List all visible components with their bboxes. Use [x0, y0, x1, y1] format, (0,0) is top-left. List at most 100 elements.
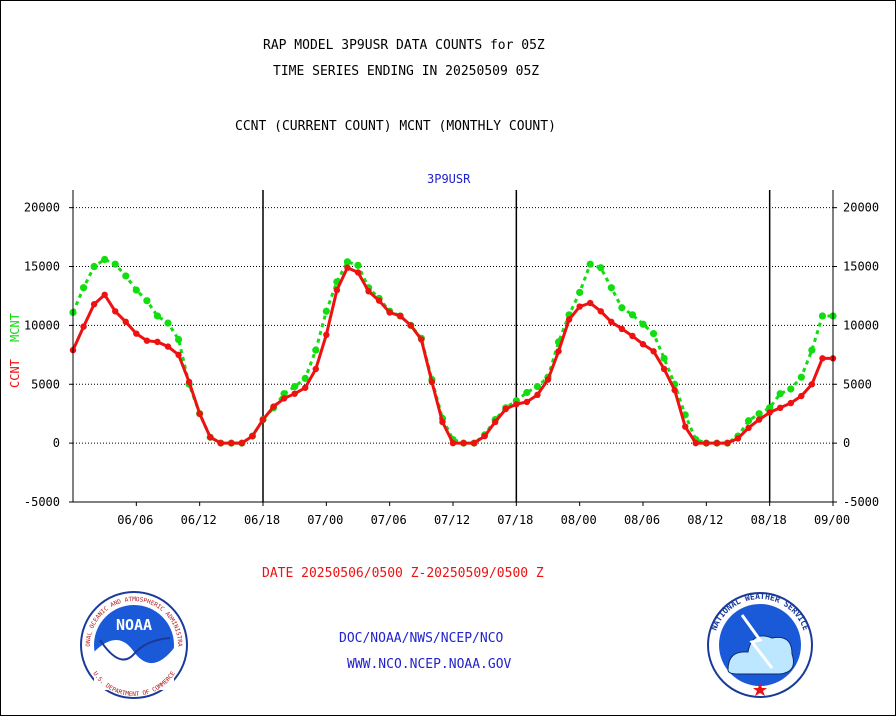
axis-layer: 20000 20000 15000 15000 10000 10000 5000 5000 0 0… [24, 190, 879, 527]
data-point-ccnt [354, 269, 362, 276]
chart-subtitle: CCNT (CURRENT COUNT) MCNT (MONTHLY COUNT… [235, 119, 556, 134]
y-tick-label-left: 15000 [24, 260, 60, 274]
data-point-ccnt [671, 386, 678, 394]
data-point-mcnt [523, 388, 531, 397]
data-point-ccnt [101, 291, 108, 298]
data-point-ccnt [766, 409, 773, 416]
data-point-mcnt [776, 390, 784, 398]
data-point-ccnt [755, 416, 763, 423]
data-point-ccnt [291, 390, 298, 397]
data-point-ccnt [196, 410, 203, 417]
y-tick-label-left: 20000 [24, 201, 60, 215]
data-point-ccnt [270, 403, 277, 410]
data-point-mcnt [132, 286, 140, 294]
data-point-mcnt [576, 288, 584, 297]
data-point-ccnt [333, 286, 341, 294]
data-point-mcnt [818, 312, 827, 320]
data-point-ccnt [639, 341, 647, 348]
data-point-ccnt [280, 395, 288, 402]
x-tick-label: 08/18 [751, 513, 787, 527]
data-point-mcnt [354, 261, 362, 269]
data-point-ccnt [207, 434, 214, 441]
grid-layer [73, 190, 833, 502]
data-point-ccnt [217, 439, 224, 447]
y-axis-label-mcnt: MCNT [8, 313, 22, 342]
data-point-mcnt [628, 311, 637, 319]
data-point-mcnt [586, 260, 594, 268]
data-point-mcnt [79, 284, 88, 292]
data-point-mcnt [101, 255, 109, 264]
data-point-ccnt [397, 312, 404, 320]
data-point-ccnt [344, 264, 351, 271]
data-point-mcnt [343, 258, 352, 266]
data-point-ccnt [154, 338, 161, 346]
x-tick-label: 06/12 [181, 513, 217, 527]
data-point-ccnt [713, 439, 721, 447]
data-point-ccnt [660, 365, 668, 373]
data-point-ccnt [544, 376, 552, 383]
data-point-ccnt [808, 381, 816, 388]
x-tick-label: 09/00 [814, 513, 850, 527]
x-tick-label: 08/12 [687, 513, 723, 527]
series-line-ccnt [71, 265, 833, 445]
data-point-ccnt [185, 378, 193, 386]
date-range-label: DATE 20250506/0500 Z-20250509/0500 Z [262, 566, 544, 581]
data-point-ccnt [365, 288, 372, 295]
data-point-ccnt [629, 332, 636, 340]
data-point-ccnt [555, 348, 562, 355]
y-tick-label-left: 10000 [24, 318, 60, 332]
x-tick-label: 08/00 [561, 513, 597, 527]
data-point-ccnt [133, 330, 140, 337]
x-tick-label: 07/00 [307, 513, 343, 527]
y-tick-label-left: -5000 [24, 495, 60, 509]
data-point-mcnt [164, 319, 172, 327]
data-point-ccnt [618, 325, 626, 333]
data-point-ccnt [439, 418, 446, 426]
data-point-mcnt [90, 262, 98, 271]
data-point-ccnt [312, 365, 319, 373]
data-point-ccnt [143, 337, 151, 344]
data-point-mcnt [312, 346, 320, 354]
data-point-ccnt [819, 355, 826, 362]
website-link[interactable]: WWW.NCO.NCEP.NOAA.GOV [347, 657, 512, 672]
data-point-ccnt [323, 331, 330, 339]
data-point-ccnt [502, 405, 509, 413]
data-point-ccnt [576, 303, 583, 310]
data-point-ccnt [777, 404, 784, 412]
x-tick-label: 06/06 [117, 513, 153, 527]
data-point-ccnt [481, 432, 488, 440]
data-point-mcnt [291, 383, 299, 391]
data-point-ccnt [513, 401, 520, 408]
data-point-ccnt [703, 439, 710, 447]
data-point-ccnt [259, 416, 267, 423]
data-point-ccnt [418, 336, 425, 343]
data-point-ccnt [460, 439, 467, 447]
data-point-ccnt [470, 439, 478, 447]
data-point-mcnt [607, 284, 615, 292]
data-point-mcnt [322, 307, 330, 315]
data-point-ccnt [175, 351, 182, 359]
org-path-link[interactable]: DOC/NOAA/NWS/NCEP/NCO [339, 631, 504, 646]
data-point-ccnt [492, 418, 499, 426]
data-point-ccnt [238, 439, 246, 447]
data-point-mcnt [660, 354, 668, 362]
data-point-ccnt [565, 316, 573, 323]
x-tick-label: 08/06 [624, 513, 660, 527]
data-point-mcnt [174, 335, 183, 344]
y-tick-label-left: 5000 [31, 377, 60, 391]
data-point-ccnt [597, 308, 604, 315]
data-point-mcnt [143, 297, 151, 305]
data-point-mcnt [808, 346, 816, 354]
data-point-ccnt [724, 439, 731, 447]
data-point-mcnt [111, 260, 119, 268]
data-point-ccnt [90, 301, 98, 308]
x-tick-label: 07/12 [434, 513, 470, 527]
data-point-ccnt [650, 348, 657, 355]
data-point-ccnt [428, 378, 436, 386]
y-tick-label-right: -5000 [843, 495, 879, 509]
y-tick-label-left: 0 [53, 436, 60, 450]
data-point-ccnt [302, 384, 309, 391]
y-tick-label-right: 0 [843, 436, 850, 450]
data-point-mcnt [597, 264, 605, 272]
data-point-ccnt [407, 322, 414, 329]
